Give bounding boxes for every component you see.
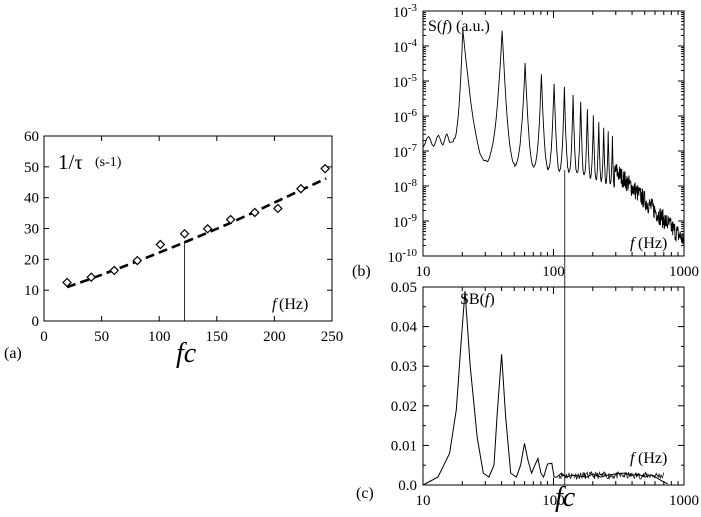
c-ytick-label: 0.04: [391, 320, 418, 336]
panel-b-ticks: 10 100 1000 10-10 10-9 10-8 10-7 10-6 10-5 10-4 10…: [387, 2, 699, 280]
a-data-point: [273, 203, 283, 214]
panel-b-xlabel-var: f: [630, 235, 637, 252]
panel-a-ticks: 0 50 100 150 200 250 0 10 20 30 40 50 60: [24, 129, 343, 345]
a-data-point: [86, 272, 97, 283]
a-ytick-label: 50: [24, 160, 39, 176]
panel-a-ylabel-unit: (s-1): [95, 155, 122, 170]
b-ytick-label: 10-3: [393, 2, 418, 21]
a-ytick-label: 40: [24, 191, 39, 207]
panel-a-marker-label: fc: [176, 338, 197, 369]
panel-b-label: (b): [352, 263, 371, 280]
b-ytick-label: 10-10: [387, 247, 417, 266]
panel-a-frame: [43, 135, 333, 322]
panel-c-ylabel: SB(f): [460, 291, 495, 308]
b-ytick-label: 10-7: [393, 142, 418, 161]
panel-a-marks: [62, 163, 330, 321]
panel-b-ylabel: S(f) (a.u.): [428, 18, 490, 35]
a-fit-line: [66, 177, 327, 289]
c-ytick-label: 0.03: [391, 359, 417, 375]
a-data-point: [155, 239, 166, 250]
panel-b-ylabel-var: f: [442, 18, 449, 35]
a-data-point: [320, 163, 330, 174]
a-ytick-label: 30: [24, 222, 39, 238]
a-data-point: [109, 265, 120, 276]
panel-b-xlabel-unit: (Hz): [638, 235, 667, 252]
panel-a-xlabel-var: f: [272, 296, 279, 313]
a-xtick-label: 100: [148, 329, 171, 345]
a-xtick-label: 200: [263, 329, 286, 345]
a-ytick-label: 0: [32, 314, 40, 330]
b-xtick-label: 100: [542, 264, 565, 280]
a-data-point: [179, 228, 190, 239]
panel-c-ylabel-var: f: [485, 291, 492, 308]
panel-c-xlabel-var: f: [630, 450, 637, 467]
c-xtick-label: 10: [416, 493, 431, 509]
panel-b-ylabel-prefix: S(: [428, 18, 442, 35]
panel-a-ylabel-main: 1/τ: [58, 150, 83, 174]
a-ytick-label: 60: [24, 129, 39, 145]
panel-c-ylabel-prefix: SB(: [460, 291, 485, 308]
panel-a-xlabel-unit: (Hz): [279, 296, 308, 313]
a-data-point: [62, 277, 72, 288]
c-ytick-label: 0.02: [391, 399, 417, 415]
panel-b-marks: [422, 29, 685, 244]
a-data-point: [132, 255, 143, 266]
c-xtick-label: 100: [542, 493, 565, 509]
a-xtick-label: 50: [94, 329, 109, 345]
a-data-point: [296, 183, 306, 194]
a-xtick-label: 150: [206, 329, 229, 345]
a-xtick-label: 250: [321, 329, 344, 345]
c-xtick-label: 1000: [669, 493, 699, 509]
panel-c-marker-label: fc: [555, 482, 576, 513]
b-xtick-label: 10: [416, 264, 431, 280]
panel-a: 0 50 100 150 200 250 0 10 20 30 40 50 60 1/τ (s-1) f…: [4, 129, 343, 369]
panel-a-label: (a): [4, 345, 22, 362]
b-ytick-label: 10-5: [393, 72, 418, 91]
a-ytick-label: 10: [24, 283, 39, 299]
a-xtick-label: 0: [40, 329, 48, 345]
c-ytick-label: 0.05: [391, 280, 417, 296]
b-ytick-label: 10-8: [393, 177, 418, 196]
panel-c-ticks: 10 100 1000 0.0 0.01 0.02 0.03 0.04 0.05: [391, 280, 699, 509]
a-ytick-label: 20: [24, 252, 39, 268]
b-xtick-label: 1000: [669, 264, 699, 280]
panel-c-ylabel-rest: ): [489, 291, 494, 308]
b-ytick-label: 10-9: [393, 212, 418, 231]
a-data-point: [225, 214, 236, 225]
c-sb-noise: [558, 470, 665, 481]
b-ytick-label: 10-6: [393, 107, 418, 126]
a-data-point: [202, 223, 213, 234]
panel-c-marks: [422, 290, 668, 486]
panel-b-ylabel-rest: ) (a.u.): [447, 18, 490, 35]
panel-b: 10 100 1000 10-10 10-9 10-8 10-7 10-6 10-5 10-4 10…: [352, 2, 699, 280]
b-spectrum-line: [422, 29, 685, 244]
c-ytick-label: 0.0: [398, 478, 417, 494]
panel-c-label: (c): [356, 485, 374, 502]
b-ytick-label: 10-4: [393, 37, 418, 56]
panel-c-xlabel-unit: (Hz): [638, 450, 667, 467]
c-ytick-label: 0.01: [391, 438, 417, 454]
a-data-point: [249, 207, 260, 218]
